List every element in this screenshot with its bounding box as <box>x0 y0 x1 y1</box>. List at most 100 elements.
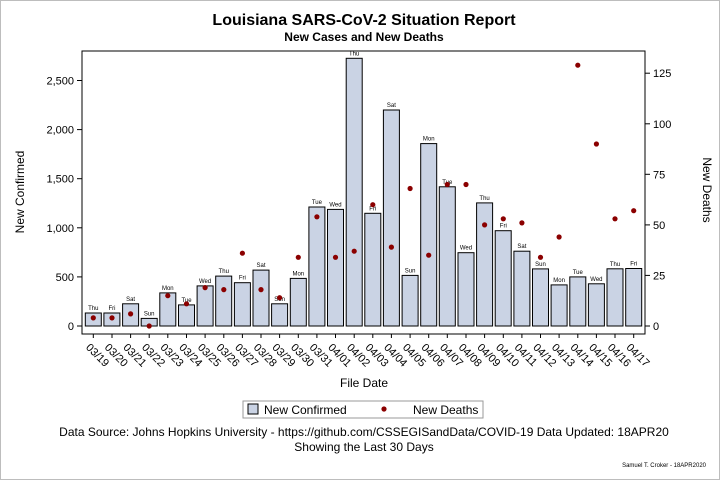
day-label: Sun <box>405 268 416 274</box>
bar <box>494 230 512 327</box>
day-label: Fri <box>369 206 376 212</box>
bar <box>271 303 289 327</box>
deaths-point <box>444 181 450 188</box>
deaths-point <box>537 254 544 260</box>
bar <box>401 274 419 327</box>
deaths-point <box>109 315 115 321</box>
deaths-point <box>221 287 227 293</box>
bar <box>457 252 475 327</box>
day-label: Sun <box>535 262 546 268</box>
day-label: Fri <box>109 306 116 312</box>
y2-tick-label: 100 <box>653 119 671 131</box>
deaths-point <box>202 285 208 291</box>
deaths-point <box>351 248 357 254</box>
deaths-point <box>332 254 339 260</box>
deaths-point <box>500 216 506 222</box>
day-label: Sat <box>256 263 265 269</box>
deaths-point <box>370 202 376 208</box>
bar <box>196 285 214 327</box>
day-label: Wed <box>590 277 602 283</box>
day-label: Thu <box>219 269 229 275</box>
y2-tick-label: 0 <box>653 321 659 333</box>
y-tick-label: 1,000 <box>46 223 74 235</box>
deaths-point <box>631 208 637 214</box>
bar <box>587 283 605 327</box>
legend: New Confirmed New Deaths <box>242 400 484 419</box>
bar <box>178 304 195 327</box>
bar <box>327 208 344 327</box>
right-axis: 0 25 50 75 100 125 <box>645 68 671 333</box>
bar <box>159 292 177 327</box>
deaths-point <box>519 220 525 226</box>
y2-tick-label: 75 <box>653 169 665 181</box>
deaths-point <box>128 311 134 317</box>
day-label: Thu <box>349 51 359 57</box>
deaths-point <box>90 315 96 321</box>
bar <box>625 268 643 327</box>
deaths-point <box>183 301 190 307</box>
deaths-point <box>239 250 245 256</box>
day-label: Thu <box>610 262 620 268</box>
deaths-point <box>426 252 432 258</box>
bar <box>215 275 233 327</box>
deaths-point <box>277 295 283 301</box>
bar <box>438 186 456 327</box>
deaths-point <box>463 181 469 188</box>
day-label: Tue <box>573 270 584 276</box>
deaths-point <box>407 185 413 192</box>
deaths-point <box>295 254 301 260</box>
deaths-point <box>314 214 320 220</box>
day-label: Mon <box>553 278 565 284</box>
deaths-point <box>482 222 488 228</box>
deaths-point <box>258 287 264 293</box>
deaths-point <box>165 293 171 299</box>
deaths-point <box>612 216 618 222</box>
y2-tick-label: 50 <box>653 220 665 232</box>
bar <box>308 206 326 327</box>
bar <box>569 276 587 327</box>
legend-box <box>242 400 484 419</box>
y-tick-label: 1,500 <box>46 174 74 186</box>
bar <box>476 202 494 327</box>
day-label: Wed <box>329 202 341 208</box>
day-label: Mon <box>292 271 304 277</box>
x-axis: 03/1903/2003/2103/2203/2303/2403/2503/26… <box>83 334 652 370</box>
deaths-point <box>146 323 152 329</box>
deaths-point <box>388 244 394 250</box>
day-label: Thu <box>88 306 98 312</box>
deaths-point-group <box>90 62 637 329</box>
day-label: Fri <box>239 276 246 282</box>
y-tick-label: 500 <box>56 272 74 284</box>
day-label: Mon <box>423 137 435 143</box>
day-label: Fri <box>630 262 637 268</box>
y2-tick-label: 125 <box>653 68 671 80</box>
bar <box>252 269 270 327</box>
day-label: Wed <box>460 246 472 252</box>
bar <box>550 284 568 327</box>
day-label: Sat <box>517 244 526 250</box>
chart-subtitle: New Cases and New Deaths <box>284 30 444 44</box>
y2-tick-label: 25 <box>653 270 665 282</box>
day-label: Wed <box>199 279 211 285</box>
legend-label-deaths: New Deaths <box>413 403 478 417</box>
footer-signature: Samuel T. Croker - 18APR2020 <box>622 463 707 469</box>
bar <box>606 268 624 327</box>
y2-axis-label: New Deaths <box>700 157 714 222</box>
day-label: Sat <box>387 103 396 109</box>
y-tick-label: 0 <box>68 321 74 333</box>
footer-note: Showing the Last 30 Days <box>294 440 433 454</box>
day-label: Sun <box>144 311 155 317</box>
footer-source: Data Source: Johns Hopkins University - … <box>59 425 669 439</box>
deaths-point <box>575 62 581 68</box>
x-axis-label: File Date <box>340 376 388 390</box>
legend-label-confirmed: New Confirmed <box>264 403 347 417</box>
legend-swatch-confirmed <box>247 403 259 415</box>
bar-group <box>84 57 643 327</box>
day-label: Tue <box>181 298 192 304</box>
bar <box>532 268 549 327</box>
day-label: Sat <box>126 297 135 303</box>
left-axis: 0 500 1,000 1,500 2,000 2,500 <box>46 76 82 333</box>
bar <box>420 143 438 327</box>
bar <box>382 109 400 327</box>
